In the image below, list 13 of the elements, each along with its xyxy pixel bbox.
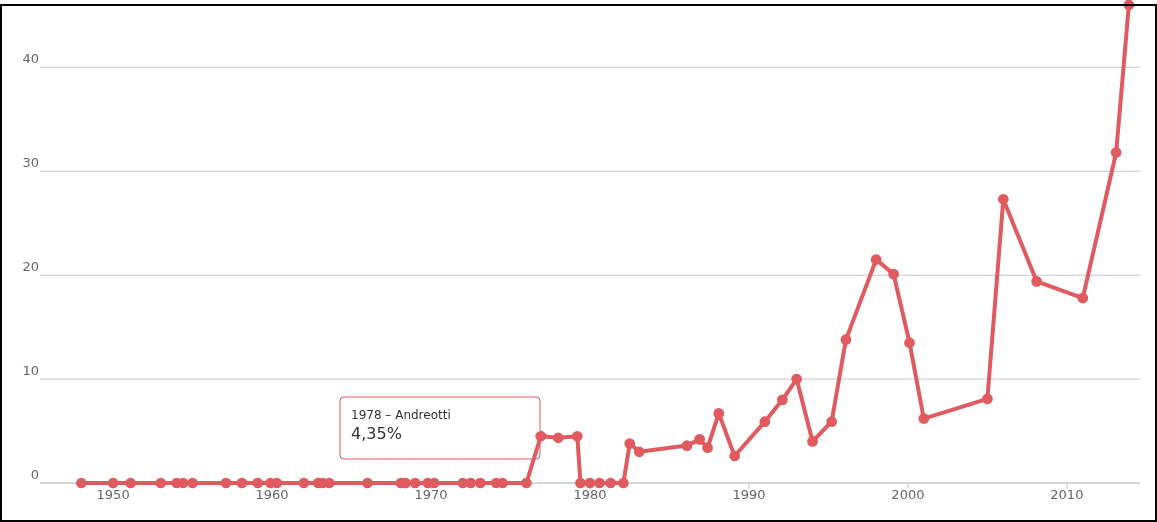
x-tick-label: 1960 <box>255 487 289 502</box>
y-tick-label: 40 <box>22 51 39 67</box>
x-tick-label: 2000 <box>891 487 925 502</box>
y-tick-label: 30 <box>22 155 39 171</box>
y-tick-label: 20 <box>22 259 39 275</box>
x-tick-label: 1970 <box>414 487 448 502</box>
x-tick-label: 1990 <box>732 487 766 502</box>
x-tick-label: 1950 <box>96 487 130 502</box>
x-tick-label: 2010 <box>1050 487 1084 502</box>
y-tick-label: 10 <box>22 363 39 379</box>
y-tick-label: 0 <box>30 467 39 483</box>
annotation: 1978 – Andreotti 4,35% <box>351 408 451 443</box>
x-tick-label: 1980 <box>573 487 607 502</box>
